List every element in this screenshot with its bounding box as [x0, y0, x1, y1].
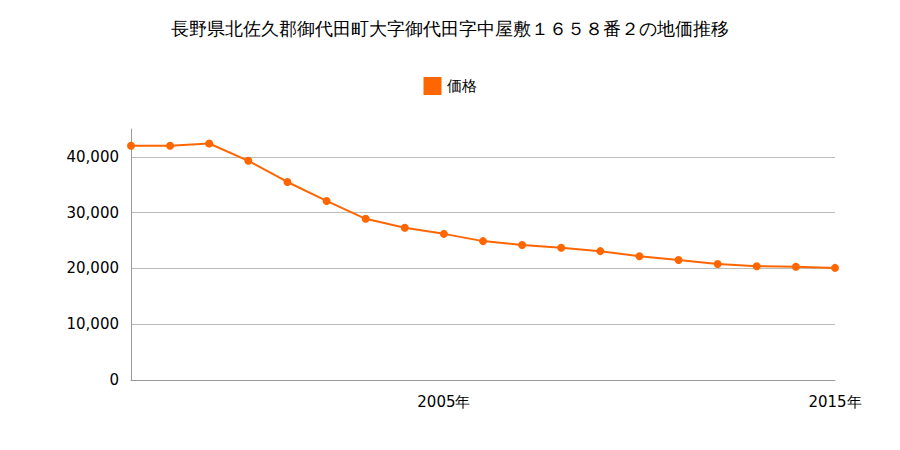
svg-text:価格: 価格	[447, 77, 477, 95]
svg-text:40,000: 40,000	[67, 148, 120, 166]
svg-text:0: 0	[109, 371, 119, 389]
svg-text:2015年: 2015年	[808, 393, 861, 411]
svg-text:長野県北佐久郡御代田町大字御代田字中屋敷１６５８番２の地価推: 長野県北佐久郡御代田町大字御代田字中屋敷１６５８番２の地価推移	[171, 18, 729, 39]
svg-text:30,000: 30,000	[67, 204, 120, 222]
svg-text:2005年: 2005年	[417, 393, 470, 411]
svg-text:20,000: 20,000	[67, 259, 120, 277]
svg-text:10,000: 10,000	[67, 315, 120, 333]
